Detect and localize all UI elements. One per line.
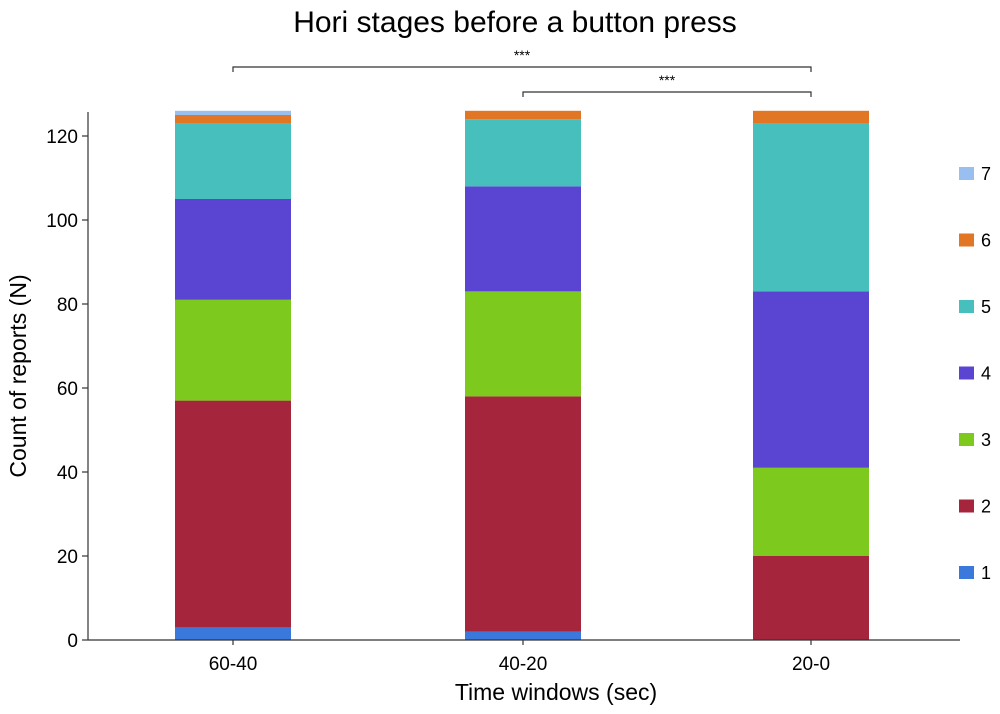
bar-segment-40-20-stage-6	[465, 110, 581, 120]
bar-segment-40-20-stage-5	[465, 119, 581, 187]
y-tick-label: 20	[57, 547, 78, 568]
bar-segment-20-0-stage-2	[753, 556, 869, 640]
x-tick-label: 40-20	[499, 654, 548, 675]
legend-swatch-stage-7	[959, 167, 974, 180]
legend-label-stage-4: 4	[981, 364, 991, 384]
bars	[175, 110, 869, 640]
x-tick-label: 60-40	[209, 654, 258, 675]
bar-segment-20-0-stage-3	[753, 467, 869, 556]
y-axis-title: Count of reports (N)	[5, 274, 31, 477]
y-tick-label: 60	[57, 379, 78, 400]
bar-segment-20-0-stage-6	[753, 110, 869, 124]
legend-swatch-stage-1	[959, 566, 974, 579]
legend-label-stage-7: 7	[981, 164, 991, 184]
legend-label-stage-6: 6	[981, 231, 991, 251]
legend-label-stage-3: 3	[981, 430, 991, 450]
y-tick-label: 100	[46, 211, 78, 232]
bar-segment-60-40-stage-3	[175, 299, 291, 401]
legend-label-stage-5: 5	[981, 297, 991, 317]
chart-title: Hori stages before a button press	[293, 6, 737, 39]
y-tick-label: 40	[57, 463, 78, 484]
significance-bracket	[522, 91, 812, 97]
bar-segment-60-40-stage-7	[175, 110, 291, 115]
bar-segment-40-20-stage-4	[465, 186, 581, 292]
bar-segment-20-0-stage-4	[753, 291, 869, 468]
bar-segment-60-40-stage-1	[175, 627, 291, 640]
x-tick-label: 20-0	[792, 654, 830, 675]
bar-segment-60-40-stage-2	[175, 400, 291, 628]
bar-segment-40-20-stage-2	[465, 396, 581, 632]
y-tick-label: 0	[67, 631, 78, 652]
legend-swatch-stage-3	[959, 433, 974, 446]
significance-brackets: *** ***	[232, 47, 812, 97]
bar-segment-40-20-stage-3	[465, 291, 581, 397]
bar-segment-60-40-stage-4	[175, 199, 291, 300]
y-tick-label: 120	[46, 127, 78, 148]
bar-segment-60-40-stage-6	[175, 115, 291, 124]
legend: 7 6 5 4 3 2 1	[959, 164, 991, 583]
legend-label-stage-2: 2	[981, 497, 991, 517]
significance-label: ***	[514, 47, 531, 63]
legend-swatch-stage-4	[959, 366, 974, 380]
significance-label: ***	[659, 72, 676, 88]
bar-segment-40-20-stage-1	[465, 631, 581, 640]
legend-swatch-stage-6	[959, 233, 974, 247]
bar-segment-20-0-stage-5	[753, 123, 869, 292]
legend-label-stage-1: 1	[981, 563, 991, 583]
legend-swatch-stage-5	[959, 300, 974, 313]
axes: 0 20 40 60 80 100 120 60-40 40-20 20-0	[46, 112, 960, 675]
y-tick-label: 80	[57, 295, 78, 316]
legend-swatch-stage-2	[959, 499, 974, 513]
x-axis-title: Time windows (sec)	[455, 679, 657, 705]
significance-bracket	[232, 66, 812, 72]
bar-segment-60-40-stage-5	[175, 123, 291, 199]
